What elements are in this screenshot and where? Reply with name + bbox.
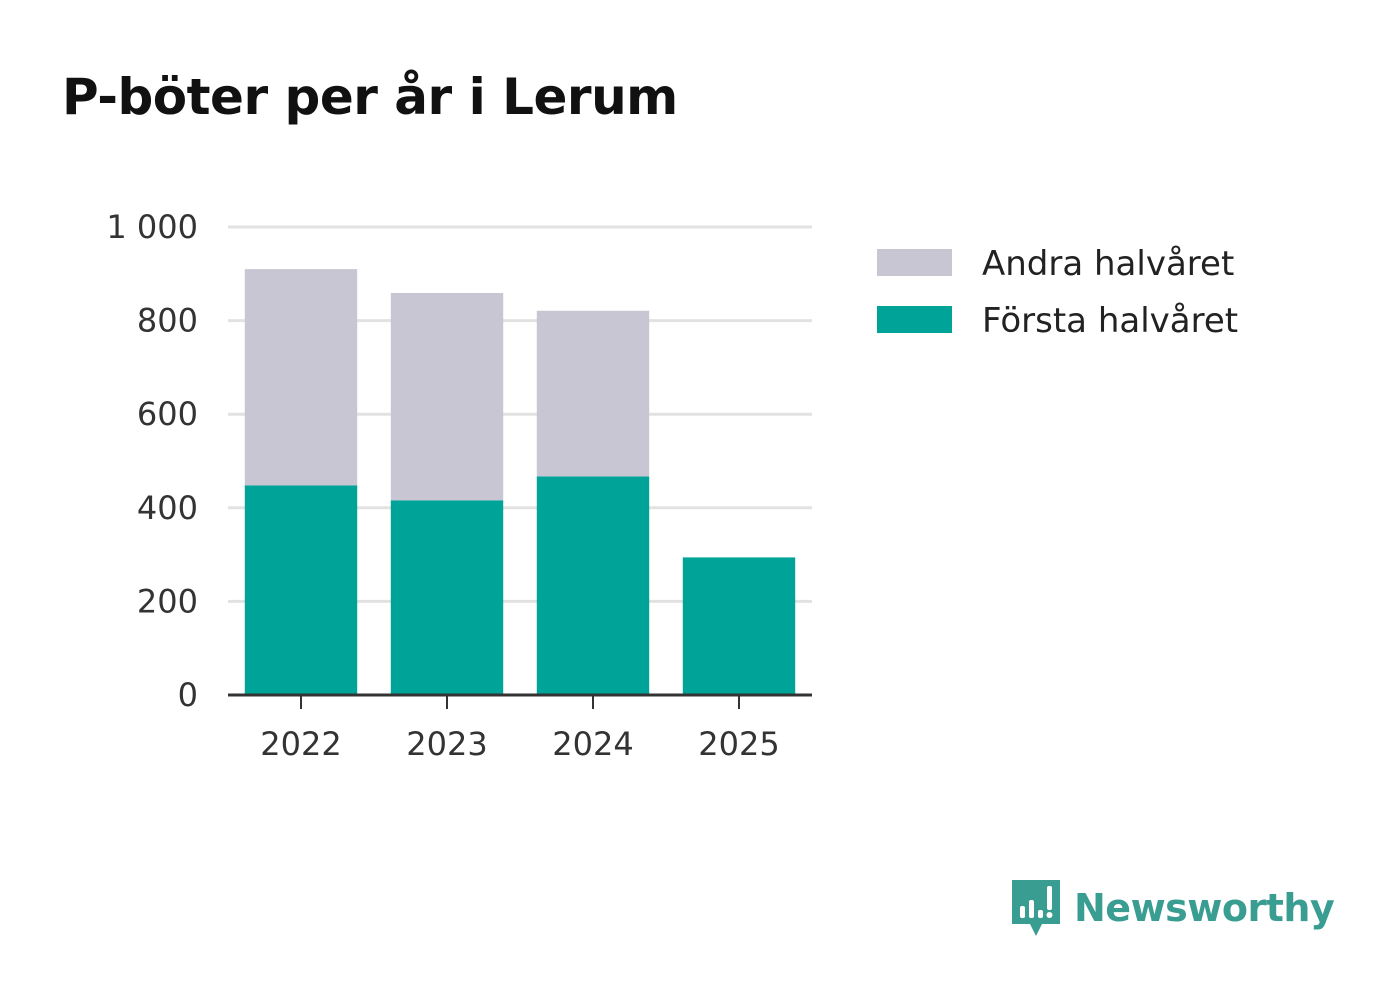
brand-logo: Newsworthy [1010, 878, 1335, 938]
axes: 0 200 400 600 800 1 000 2022 2023 2024 2025 [106, 208, 812, 763]
x-tick-label: 2023 [406, 725, 487, 763]
bar-andra-2024 [536, 310, 650, 477]
y-tick-label: 200 [137, 582, 198, 620]
x-tick-label: 2024 [552, 725, 633, 763]
bar-forsta-2022 [244, 485, 358, 695]
newsworthy-logo-icon [1012, 880, 1060, 936]
bars [244, 269, 796, 695]
y-tick-label: 600 [137, 395, 198, 433]
bar-forsta-2025 [682, 557, 796, 695]
legend-swatch-forsta [877, 306, 952, 333]
legend: Andra halvåret Första halvåret [877, 244, 1238, 341]
y-tick-label: 1 000 [106, 208, 198, 246]
bar-forsta-2023 [390, 500, 504, 695]
bar-andra-2022 [244, 269, 358, 486]
bar-andra-2023 [390, 292, 504, 501]
y-tick-label: 400 [137, 489, 198, 527]
legend-label-forsta: Första halvåret [982, 301, 1238, 341]
legend-label-andra: Andra halvåret [982, 244, 1234, 284]
y-tick-label: 800 [137, 302, 198, 340]
x-tick-label: 2022 [260, 725, 341, 763]
bar-forsta-2024 [536, 476, 650, 695]
x-tick-label: 2025 [698, 725, 779, 763]
legend-swatch-andra [877, 249, 952, 276]
brand-name: Newsworthy [1074, 886, 1335, 930]
chart-title: P-böter per år i Lerum [62, 68, 678, 126]
y-tick-label: 0 [178, 676, 198, 714]
